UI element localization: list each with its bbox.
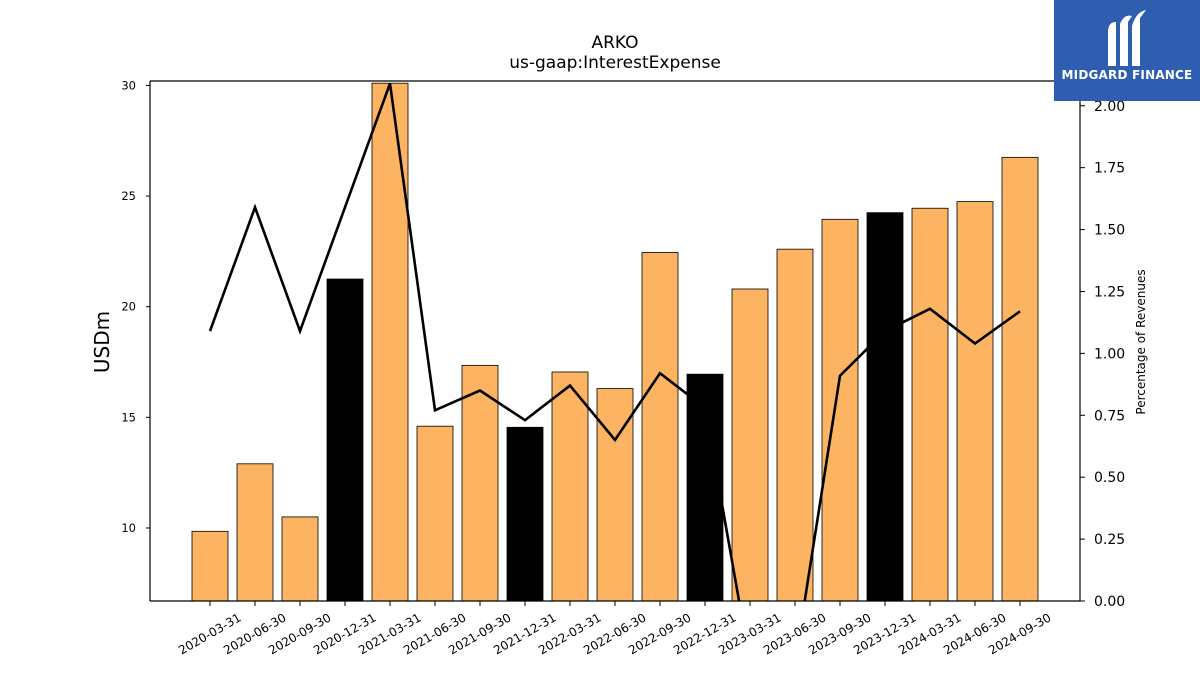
y-axis-label: USDm (90, 311, 114, 373)
bar-2021-12-31 (506, 426, 544, 601)
revenue-percentage-line (208, 83, 1021, 601)
bars (191, 82, 1039, 601)
bar-2020-12-31 (326, 278, 364, 601)
y2-tick-label: 0.00 (1094, 594, 1125, 610)
midgard-finance-logo: MIDGARD FINANCE (1054, 0, 1200, 101)
chart-subtitle: us-gaap:InterestExpense (509, 53, 721, 73)
y2-tick-label: 0.50 (1094, 470, 1125, 486)
y2-tick-label: 1.75 (1094, 161, 1125, 177)
y-tick-label: 20 (121, 300, 136, 314)
line-series (208, 83, 1021, 601)
y-tick-label: 25 (121, 189, 136, 203)
y2-tick-label: 2.00 (1094, 99, 1125, 115)
bar-2023-06-30 (776, 248, 814, 601)
bar-2021-09-30 (461, 364, 499, 601)
bar-2022-09-30 (641, 252, 679, 601)
bar-2020-09-30 (281, 516, 319, 601)
chart-title: ARKO (591, 33, 638, 53)
logo-text: MIDGARD FINANCE (1061, 68, 1193, 82)
y-tick-label: 15 (121, 410, 136, 424)
bar-2024-03-31 (911, 207, 949, 601)
bar-2023-09-30 (821, 218, 859, 601)
bar-2020-06-30 (236, 463, 274, 601)
bar-2024-09-30 (1001, 156, 1039, 601)
bar-2023-12-31 (866, 212, 904, 601)
bar-2024-06-30 (956, 201, 994, 601)
axes: 10 15 20 25 30 0.00 0.25 0.50 0.75 1.00 1.25 1.50 1.… (121, 78, 1125, 657)
y2-tick-label: 0.25 (1094, 532, 1125, 548)
bar-2021-06-30 (416, 425, 454, 601)
y2-tick-label: 1.50 (1094, 223, 1125, 239)
y-tick-label: 10 (121, 521, 136, 535)
bar-2022-03-31 (551, 371, 589, 601)
y2-tick-label: 1.00 (1094, 346, 1125, 362)
y-tick-label: 30 (121, 78, 136, 92)
bar-2023-03-31 (731, 288, 769, 601)
y2-tick-label: 0.75 (1094, 408, 1125, 424)
y2-tick-label: 1.25 (1094, 284, 1125, 300)
bar-2021-03-31 (371, 82, 409, 601)
logo-mark-icon (1108, 10, 1146, 66)
y2-axis-label: Percentage of Revenues (1134, 269, 1148, 414)
bar-2020-03-31 (191, 530, 229, 601)
